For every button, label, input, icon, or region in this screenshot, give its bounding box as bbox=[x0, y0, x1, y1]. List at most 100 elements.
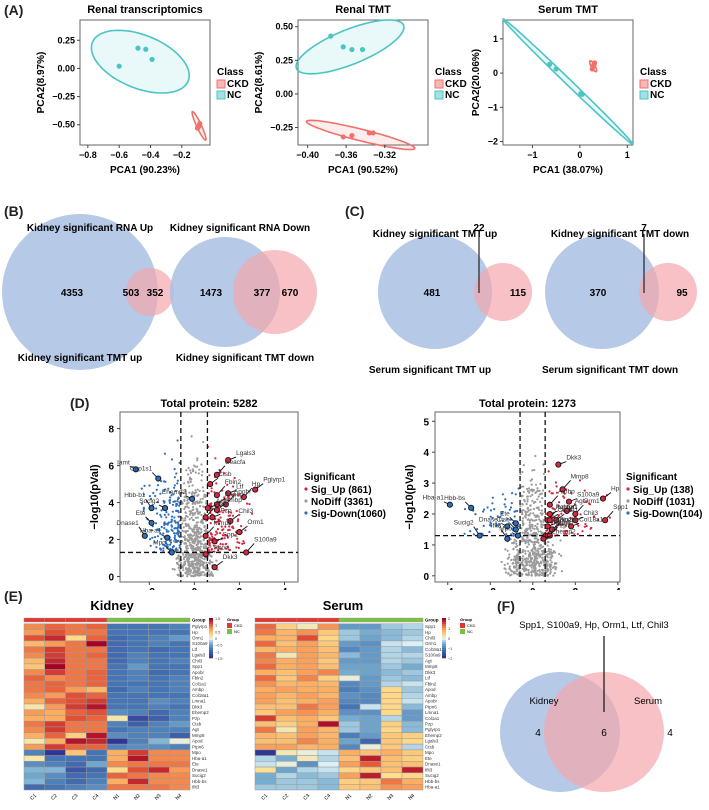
nodiff-point bbox=[180, 488, 183, 492]
heatmap-cell bbox=[254, 755, 277, 762]
protein-label: Spp1 bbox=[613, 504, 629, 511]
heatmap-cell bbox=[148, 623, 170, 630]
nodiff-point bbox=[184, 562, 187, 565]
colorbar-segment bbox=[209, 622, 213, 625]
sig-up-point bbox=[223, 472, 226, 475]
data-point-nc bbox=[359, 46, 366, 53]
nodiff-point bbox=[195, 552, 198, 555]
heatmap-cell bbox=[275, 755, 298, 762]
sig-up-point bbox=[220, 525, 223, 528]
sig-up-point bbox=[566, 504, 569, 507]
heatmap-cell bbox=[65, 732, 87, 739]
heatmap-column-label: N2 bbox=[365, 793, 374, 802]
nodiff-point bbox=[198, 565, 201, 568]
nodiff-point bbox=[182, 558, 185, 561]
nodiff-point bbox=[521, 557, 524, 560]
heatmap-cell bbox=[338, 720, 361, 728]
colorbar-tick-label: −1.5 bbox=[215, 657, 223, 661]
nodiff-point bbox=[544, 569, 548, 572]
heatmap-cell bbox=[86, 663, 108, 670]
legend-swatch-ckd bbox=[639, 79, 649, 89]
labeled-point bbox=[252, 486, 259, 493]
nodiff-point bbox=[529, 564, 533, 567]
sig-up-point bbox=[215, 520, 218, 524]
heatmap-cell bbox=[169, 761, 191, 768]
labeled-point bbox=[559, 486, 566, 493]
nodiff-point bbox=[537, 550, 540, 553]
heatmap-column-label: C2 bbox=[50, 793, 59, 802]
heatmap-cell bbox=[86, 726, 108, 733]
sig-up-point bbox=[214, 533, 217, 536]
nodiff-point bbox=[177, 574, 181, 577]
sig-down-point bbox=[165, 511, 168, 514]
sig-up-point bbox=[548, 490, 551, 493]
heatmap-cell bbox=[338, 698, 361, 705]
venn-only-a-count: 4353 bbox=[61, 288, 84, 299]
sig-down-point bbox=[149, 538, 152, 541]
heatmap-cell bbox=[401, 686, 424, 693]
colorbar-tick-label: −2 bbox=[448, 657, 452, 661]
heatmap-cell bbox=[23, 749, 45, 756]
nodiff-point bbox=[536, 498, 539, 501]
sig-up-point bbox=[557, 504, 560, 507]
heatmap-cell bbox=[106, 634, 128, 642]
heatmap-cell bbox=[23, 726, 45, 733]
x-tick-label: −2 bbox=[144, 587, 156, 590]
protein-label: Dkk3 bbox=[566, 455, 581, 462]
nodiff-point bbox=[546, 544, 549, 547]
nodiff-point bbox=[183, 507, 186, 511]
legend-entry: Sig-Down(1060) bbox=[311, 509, 386, 520]
labeled-point bbox=[202, 551, 209, 558]
nodiff-point bbox=[194, 537, 198, 540]
venn-both-count: 7 bbox=[641, 223, 647, 234]
nodiff-point bbox=[198, 568, 201, 571]
heatmap-cell bbox=[317, 755, 340, 762]
nodiff-point bbox=[203, 529, 206, 532]
heatmap-cell bbox=[317, 772, 340, 779]
heatmap-cell bbox=[127, 784, 149, 791]
nodiff-point bbox=[538, 489, 541, 492]
nodiff-point bbox=[200, 463, 203, 466]
heatmap-cell bbox=[169, 720, 191, 728]
x-tick-label: −0.4 bbox=[142, 150, 160, 160]
nodiff-point bbox=[188, 525, 191, 528]
nodiff-point bbox=[521, 564, 524, 567]
heatmap-cell bbox=[338, 755, 361, 762]
heatmap-cell bbox=[65, 669, 87, 676]
heatmap-cell bbox=[106, 675, 128, 682]
heatmap-cell bbox=[338, 749, 361, 756]
sig-down-point bbox=[463, 532, 466, 535]
heatmap-cell bbox=[23, 646, 45, 653]
sig-down-point bbox=[501, 519, 504, 522]
nodiff-point bbox=[198, 468, 201, 471]
heatmap-row-label: Ltf bbox=[192, 647, 198, 652]
protein-label: Lmna1 bbox=[558, 504, 578, 511]
legend-entry: NoDiff (3361) bbox=[311, 497, 373, 508]
nodiff-point bbox=[197, 528, 200, 532]
nodiff-point bbox=[527, 518, 530, 521]
nodiff-point bbox=[195, 559, 198, 562]
heatmap-row-label: Fbln2 bbox=[192, 676, 204, 681]
protein-label: Hbb-bs bbox=[444, 495, 466, 502]
nodiff-point bbox=[201, 497, 204, 500]
nodiff-point bbox=[199, 532, 202, 535]
colorbar-segment bbox=[209, 642, 213, 645]
nodiff-point bbox=[190, 547, 193, 550]
nodiff-point bbox=[182, 553, 185, 556]
sig-down-point bbox=[149, 497, 153, 501]
heatmap-column-label: C1 bbox=[29, 793, 38, 802]
heatmap-cell bbox=[401, 669, 424, 676]
sig-up-point bbox=[228, 497, 231, 500]
heatmap-cell bbox=[380, 669, 403, 676]
legend-swatch-ckd bbox=[434, 79, 444, 89]
heatmap-cell bbox=[86, 709, 108, 716]
group-legend-swatch bbox=[460, 623, 465, 628]
colorbar-tick-label: −0.5 bbox=[215, 644, 223, 648]
protein-label: Chil3 bbox=[583, 510, 598, 517]
heatmap-cell bbox=[275, 692, 298, 699]
heatmap-row-label: Hbb-bs bbox=[192, 779, 207, 784]
heatmap-cell bbox=[23, 720, 45, 728]
heatmap-cell bbox=[359, 761, 382, 768]
